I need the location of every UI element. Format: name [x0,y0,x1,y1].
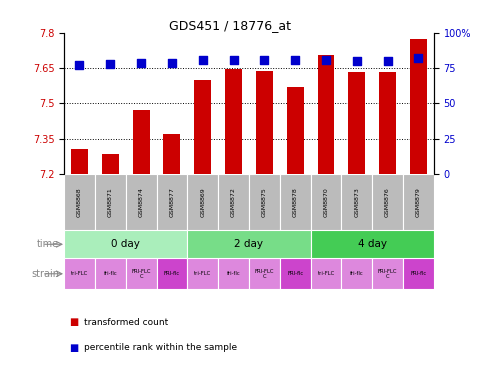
Text: transformed count: transformed count [84,318,168,326]
Bar [95,258,126,289]
Text: GSM8873: GSM8873 [354,187,359,217]
Text: GSM8869: GSM8869 [200,187,205,217]
Bar [194,80,211,174]
Point [415,55,423,61]
Text: 2 day: 2 day [235,239,263,249]
Bar [341,258,372,289]
Point [168,60,176,66]
Bar [164,134,180,174]
Point [353,58,361,64]
Text: FRI-flc: FRI-flc [164,271,180,276]
Point [106,61,114,67]
Point [75,63,83,68]
Bar [249,258,280,289]
Bar [218,258,249,289]
Bar [403,174,434,230]
Bar [403,258,434,289]
Text: strain: strain [31,269,59,279]
Bar [372,258,403,289]
Text: ■: ■ [69,317,78,327]
Text: GSM8872: GSM8872 [231,187,236,217]
Point [137,60,145,66]
Text: FRI-FLC
C: FRI-FLC C [254,269,274,279]
Bar [372,174,403,230]
Text: 4 day: 4 day [358,239,387,249]
Bar [410,39,427,174]
Bar [311,174,341,230]
Text: tri-FLC: tri-FLC [317,271,335,276]
Text: percentile rank within the sample: percentile rank within the sample [84,343,237,352]
Point [199,57,207,63]
Text: FRI-flc: FRI-flc [410,271,426,276]
Text: fri-flc: fri-flc [104,271,117,276]
Title: GDS451 / 18776_at: GDS451 / 18776_at [170,19,291,32]
Bar [187,230,311,258]
Text: GSM8879: GSM8879 [416,187,421,217]
Text: ■: ■ [69,343,78,353]
Bar [287,87,304,174]
Bar [133,111,149,174]
Point [260,57,268,63]
Bar [218,174,249,230]
Bar [249,174,280,230]
Bar [95,174,126,230]
Text: time: time [37,239,59,249]
Text: GSM8870: GSM8870 [323,187,328,217]
Text: GSM8871: GSM8871 [108,187,113,217]
Text: 0 day: 0 day [111,239,140,249]
Text: FRI-flc: FRI-flc [287,271,303,276]
Text: fri-flc: fri-flc [350,271,364,276]
Bar [71,149,88,174]
Point [384,58,391,64]
Bar [102,154,119,174]
Text: GSM8868: GSM8868 [77,187,82,217]
Text: GSM8877: GSM8877 [170,187,175,217]
Text: GSM8878: GSM8878 [293,187,298,217]
Bar [311,230,434,258]
Bar [256,71,273,174]
Text: FRI-FLC
C: FRI-FLC C [378,269,397,279]
Bar [64,174,95,230]
Bar [317,55,334,174]
Bar [225,69,242,174]
Bar [187,174,218,230]
Bar [157,258,187,289]
Point [291,57,299,63]
Bar [157,174,187,230]
Text: FRI-FLC
C: FRI-FLC C [131,269,151,279]
Text: GSM8875: GSM8875 [262,187,267,217]
Point [230,57,238,63]
Text: fri-flc: fri-flc [227,271,241,276]
Bar [126,258,157,289]
Bar [379,72,396,174]
Bar [341,174,372,230]
Bar [126,174,157,230]
Bar [349,72,365,174]
Bar [64,258,95,289]
Point [322,57,330,63]
Text: tri-FLC: tri-FLC [194,271,211,276]
Text: tri-FLC: tri-FLC [71,271,88,276]
Bar [187,258,218,289]
Bar [311,258,341,289]
Bar [280,174,311,230]
Bar [280,258,311,289]
Text: GSM8874: GSM8874 [139,187,143,217]
Bar [64,230,187,258]
Text: GSM8876: GSM8876 [385,187,390,217]
